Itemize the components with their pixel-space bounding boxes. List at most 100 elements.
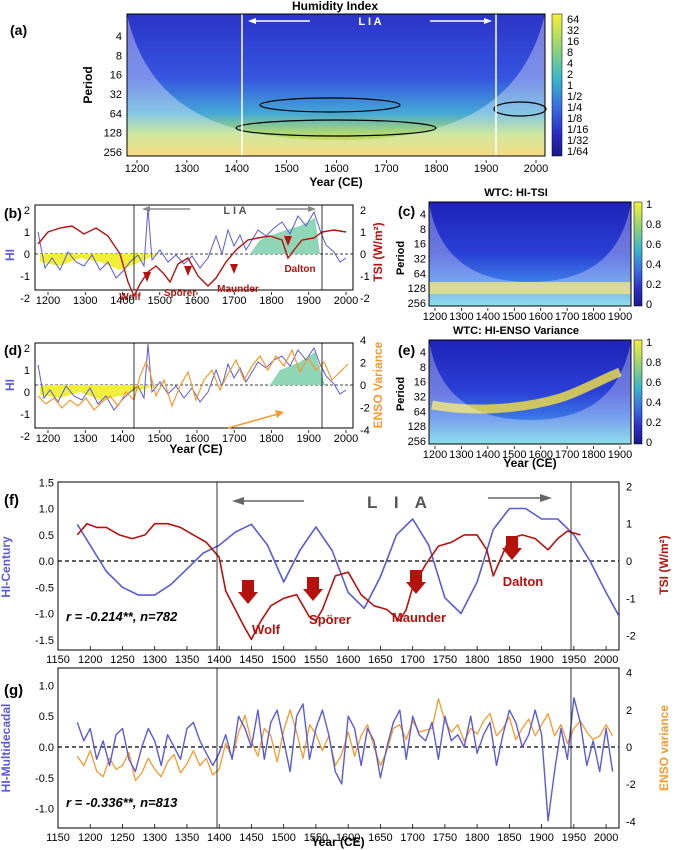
panel-f-minimum-dalton: Dalton <box>503 574 544 589</box>
panel-a-ytick-label: 128 <box>104 128 122 140</box>
panel-b-minimum-sporer: Spörer <box>164 288 196 299</box>
x-tick-label: 1500 <box>271 654 295 666</box>
panel-c-colorbar <box>633 201 643 307</box>
panel-e-ytick-label: 4 <box>420 347 426 359</box>
x-tick-label: 1700 <box>400 832 424 844</box>
x-tick-label: 1600 <box>336 832 360 844</box>
panel-e-ytick-label: 32 <box>414 392 426 404</box>
panel-g-ticks: 1150 1200 1250 1300 1350 1400 1450 1500 1550 1600… <box>35 668 636 844</box>
x-tick-label: 1900 <box>529 654 553 666</box>
panel-b-frame <box>34 204 354 291</box>
panel-a-ytick-label: 8 <box>116 50 122 62</box>
panel-e-xtick-label: 1200 <box>423 449 447 461</box>
panel-c-ytick-label: 4 <box>420 209 426 221</box>
panel-g-xlabel: Year (CE) <box>311 835 364 849</box>
panel-a-colorbar-ytick-label: 1/8 <box>567 113 582 125</box>
arrow-down-icon <box>143 272 151 282</box>
panel-c-xtick-label: 1900 <box>608 311 632 323</box>
panel-e-xlabel: Year (CE) <box>503 456 556 470</box>
panel-e-heatmap <box>429 340 631 444</box>
panel-a-colorbar-ytick-label: 16 <box>567 36 579 48</box>
panel-d-xtick-label: 1600 <box>185 433 209 445</box>
panel-a-xtick-label: 1300 <box>175 163 199 175</box>
panel-d-tag: (d) <box>4 342 22 358</box>
x-tick-label: 1250 <box>110 832 134 844</box>
panel-b-right-ytick-label: 0 <box>360 249 366 261</box>
x-tick-label: 2000 <box>594 832 618 844</box>
panel-f-ylabel-left: HI-Century <box>0 536 13 598</box>
panel-a-xtick-label: 1900 <box>474 163 498 175</box>
panel-e-xtick-label: 1400 <box>476 449 500 461</box>
panel-e-xtick-label: 1500 <box>502 449 526 461</box>
panel-f-left-tick: 1.0 <box>39 504 54 516</box>
panel-e: (e) WTC: HI-ENSO Variance Period Year (C… <box>395 325 661 470</box>
panel-g-right-tick: 4 <box>626 668 632 680</box>
panel-g-right-tick: -2 <box>626 779 636 791</box>
panel-f-ticks: 1150 1200 1250 1300 1350 1400 1450 1500 1550 1600… <box>35 477 636 666</box>
x-tick-label: 1300 <box>142 654 166 666</box>
x-tick-label: 1450 <box>239 832 263 844</box>
panel-e-title: WTC: HI-ENSO Variance <box>453 325 579 337</box>
panel-a-ytick-label: 4 <box>116 31 122 43</box>
panel-d-ylabel-right: ENSO Variance <box>371 341 385 428</box>
x-tick-label: 1150 <box>46 832 70 844</box>
panel-f-lia-label: L I A <box>367 493 433 512</box>
panel-d-enso-line <box>37 348 349 411</box>
panel-f-right-tick: -1 <box>626 593 636 605</box>
panel-a-colorbar-ytick-label: 2 <box>567 69 573 81</box>
panel-c-ytick-label: 128 <box>408 283 426 295</box>
panel-b-ticks: 1200 1300 1400 1500 1600 1700 1800 1900 2000 2 1 0 -… <box>20 205 370 307</box>
panel-e-xtick-label: 1700 <box>555 449 579 461</box>
panel-b-right-ytick-label: 2 <box>360 205 366 217</box>
panel-c-xtick-label: 1500 <box>502 311 526 323</box>
panel-c-xtick-label: 1300 <box>449 311 473 323</box>
panel-a-contour <box>493 101 547 117</box>
panel-d-xtick-label: 1900 <box>297 433 321 445</box>
panel-g-right-tick: -4 <box>626 816 636 828</box>
panel-a-colorbar-ytick-label: 64 <box>567 14 579 26</box>
panel-d-left-ytick-label: -1 <box>20 409 30 421</box>
panel-c-coi <box>429 202 631 306</box>
panel-e-ytick-label: 256 <box>408 436 426 448</box>
panel-e-ticks: 1200 1300 1400 1500 1600 1700 1800 1900 4 8 16 32 64… <box>408 337 662 461</box>
panel-b-ylabel-left: HI <box>3 249 17 261</box>
panel-f-left-tick: 1.5 <box>39 477 54 489</box>
x-tick-label: 1750 <box>433 832 457 844</box>
panel-b-lia-arrow-left-head <box>142 206 150 212</box>
panel-e-tag: (e) <box>398 342 415 358</box>
panel-d-trend-arrow <box>227 413 279 429</box>
panel-a-ytick-label: 16 <box>110 70 122 82</box>
panel-b-right-ytick-label: -2 <box>360 293 370 305</box>
panel-c-colorbar-ytick-label: 0.2 <box>646 279 661 291</box>
panel-e-colorbar-ytick-label: 0.2 <box>646 417 661 429</box>
panel-b-left-ytick-label: -1 <box>20 271 30 283</box>
panel-g-right-tick: 2 <box>626 705 632 717</box>
panel-f-left-tick: 0.5 <box>39 530 54 542</box>
panel-c-xtick-label: 1700 <box>555 311 579 323</box>
panel-d-xtick-label: 1200 <box>36 433 60 445</box>
panel-c-colorbar-ytick-label: 0 <box>646 299 652 311</box>
panel-d-ticks: 1200 1300 1400 1500 1600 1700 1800 1900 2000 2 1 0 -… <box>20 335 370 445</box>
panel-a-colorbar-ytick-label: 32 <box>567 25 579 37</box>
panel-c-colorbar-ytick-label: 0.4 <box>646 259 661 271</box>
panel-a-xtick-label: 1800 <box>424 163 448 175</box>
panel-g-ylabel-left: HI-Multidecadal <box>0 704 13 793</box>
x-tick-label: 2000 <box>594 654 618 666</box>
panel-c-xtick-label: 1400 <box>476 311 500 323</box>
panel-a-colorbar-ytick-label: 4 <box>567 58 573 70</box>
x-tick-label: 1400 <box>207 832 231 844</box>
panel-a-heatmap <box>127 14 545 156</box>
panel-f-frame <box>57 481 620 651</box>
panel-b-xtick-label: 1400 <box>110 295 134 307</box>
panel-a-xtick-label: 1500 <box>274 163 298 175</box>
panel-c-tag: (c) <box>398 203 415 219</box>
x-tick-label: 1700 <box>400 654 424 666</box>
panel-a-colorbar <box>551 13 563 157</box>
panel-b-xtick-label: 1900 <box>297 295 321 307</box>
panel-c-colorbar-ytick-label: 1 <box>646 199 652 211</box>
panel-b: (b) L I A Wolf Spörer Maunder Dalton HI … <box>3 204 385 307</box>
panel-d-left-ytick-label: 1 <box>24 365 30 377</box>
panel-d-xtick-label: 1800 <box>259 433 283 445</box>
x-tick-label: 1650 <box>368 832 392 844</box>
panel-e-ylabel: Period <box>395 377 407 411</box>
